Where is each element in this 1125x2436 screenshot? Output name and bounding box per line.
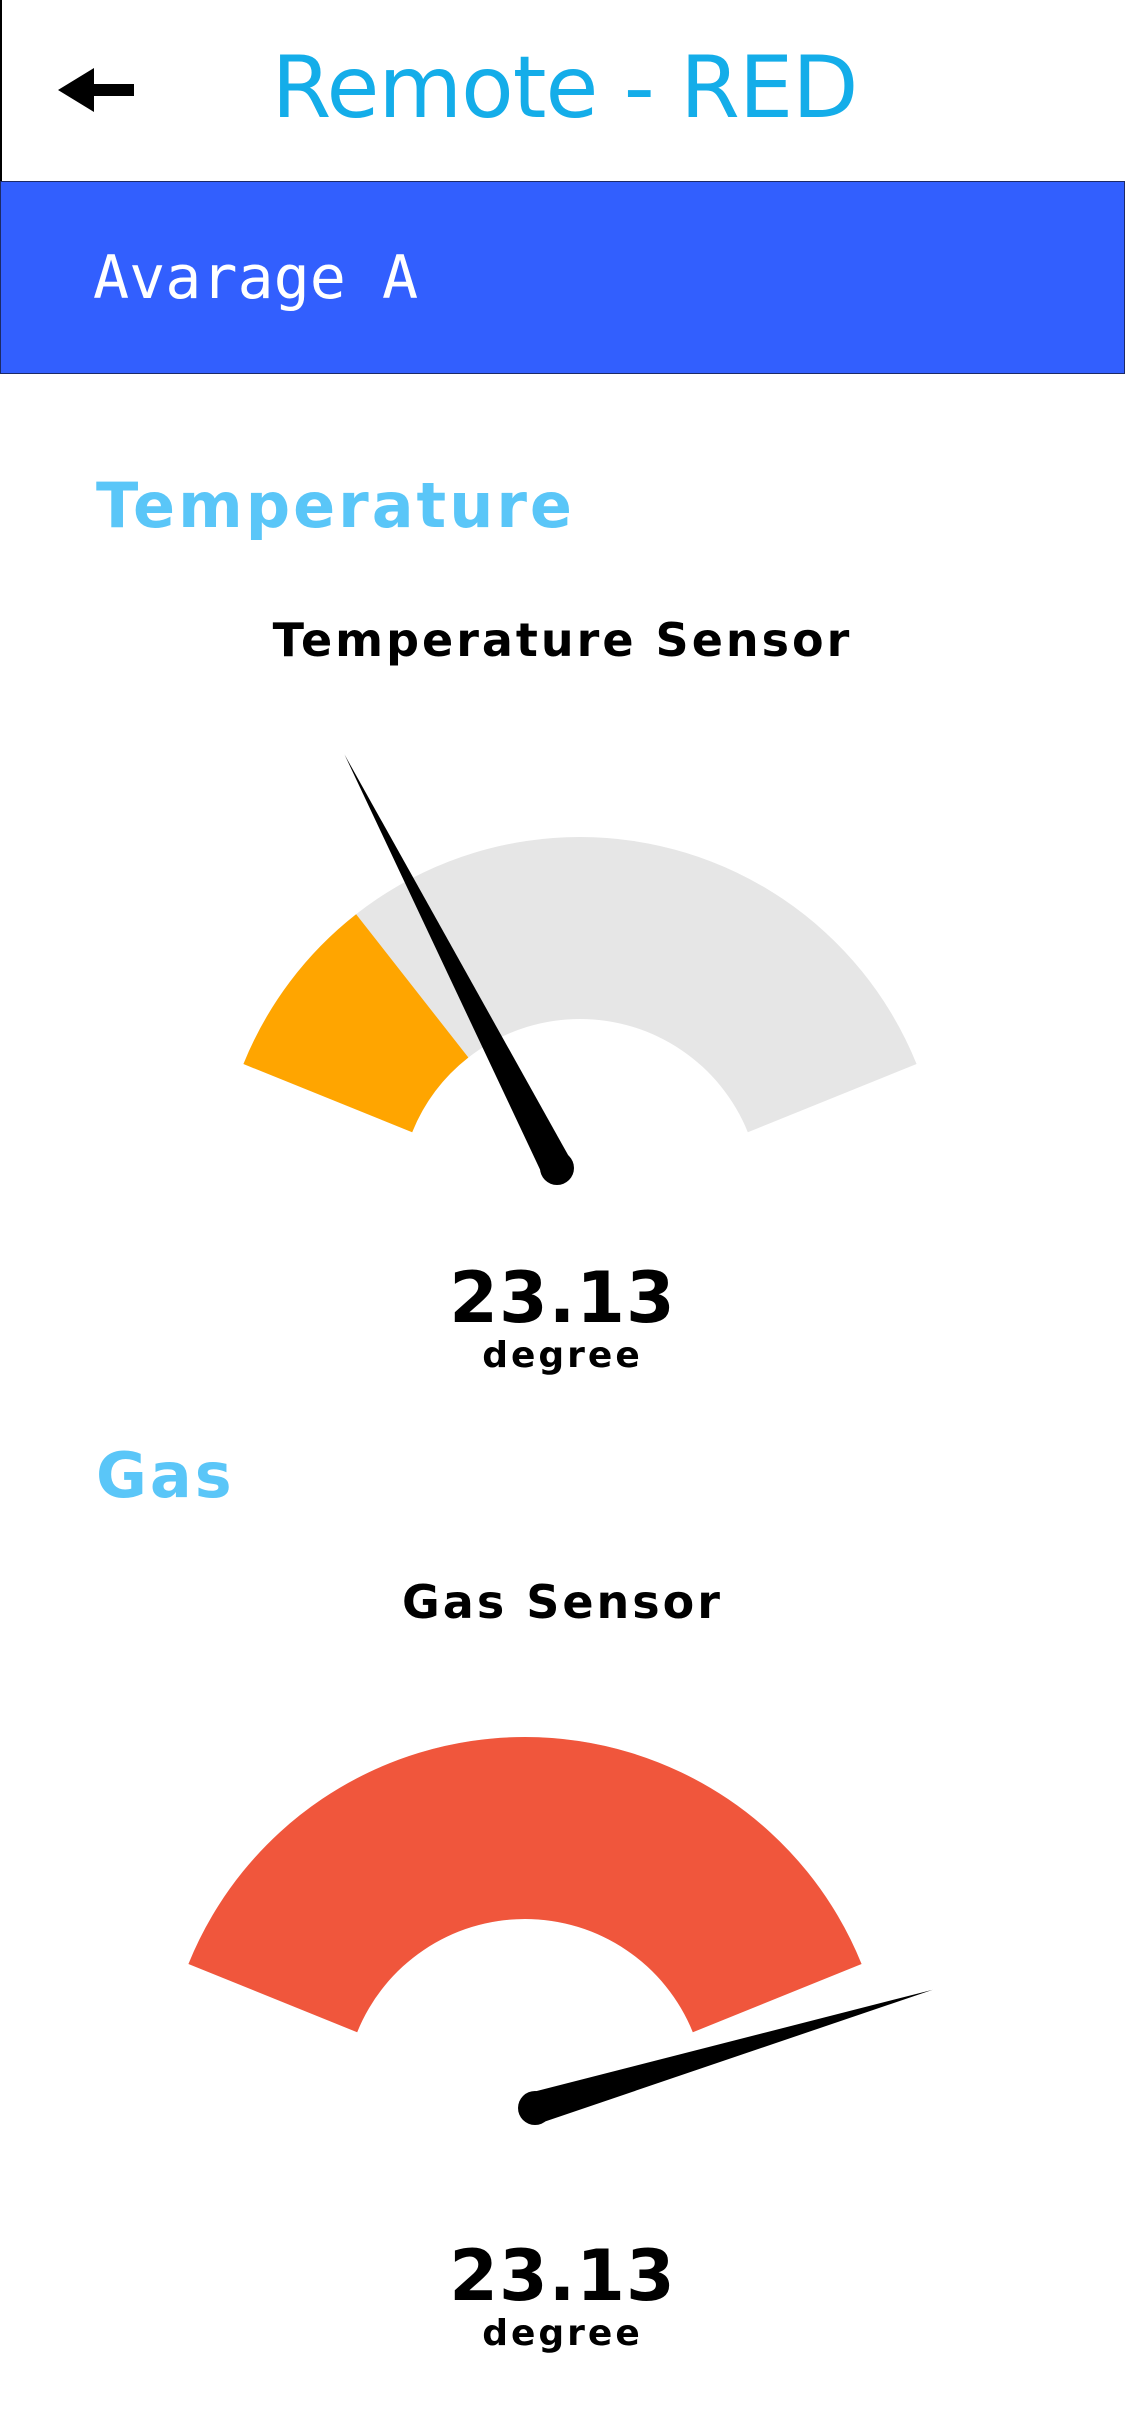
gas-gauge (188, 1737, 933, 2125)
gas-gauge-fill (188, 1737, 862, 2033)
device-selector[interactable]: Avarage A (0, 181, 1125, 374)
temperature-gauge-title: Temperature Sensor (272, 613, 853, 667)
section-heading-temperature: Temperature (96, 469, 575, 542)
arrow-left-icon (58, 68, 134, 112)
gas-gauge-title: Gas Sensor (402, 1575, 723, 1629)
gas-value: 23.13 (449, 2235, 676, 2317)
temperature-unit: degree (482, 1335, 643, 1376)
temperature-value: 23.13 (449, 1257, 676, 1339)
temperature-gauge-fill (243, 914, 469, 1133)
temperature-gauge (243, 754, 917, 1185)
app-title: Remote - RED (271, 38, 859, 138)
gas-gauge-needle (518, 1989, 933, 2125)
temperature-gauge-needle (344, 754, 574, 1185)
section-heading-gas: Gas (96, 1439, 235, 1512)
back-button[interactable] (52, 52, 142, 132)
selector-label: Avarage A (93, 243, 419, 313)
app-header: Remote - RED (0, 0, 1125, 181)
gas-unit: degree (482, 2313, 643, 2354)
